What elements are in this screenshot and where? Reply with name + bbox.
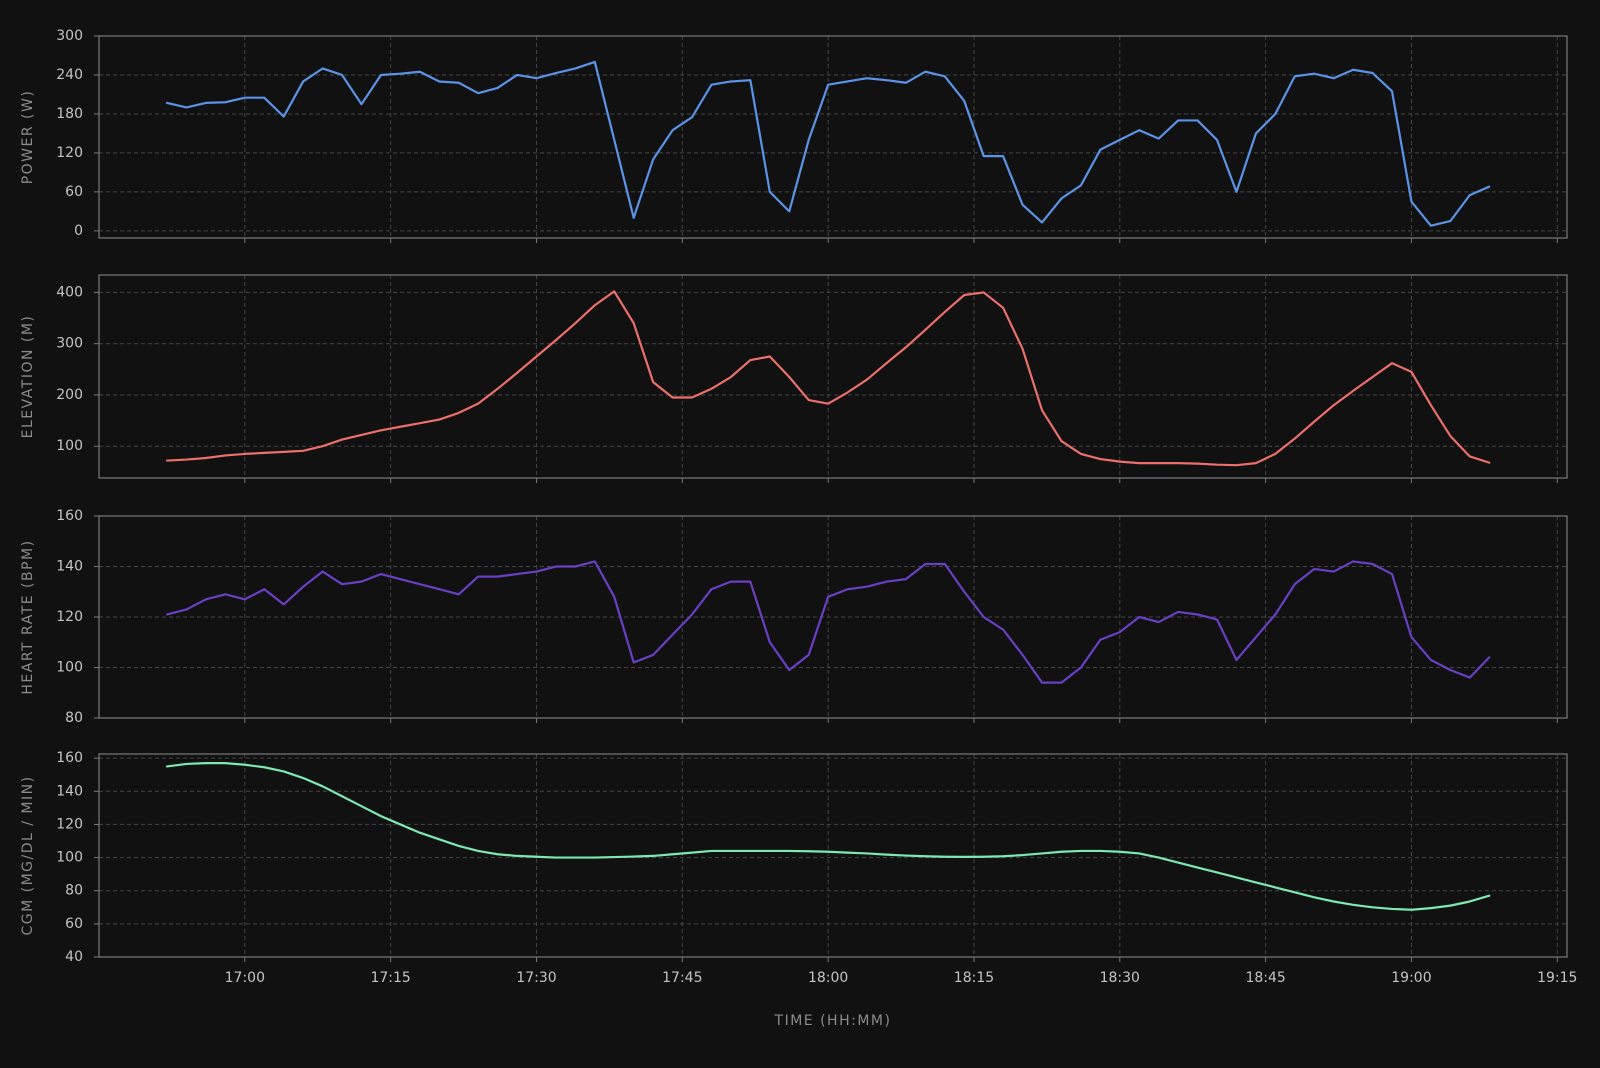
y-tick-label: 60 — [65, 916, 83, 932]
x-tick-label: 18:15 — [954, 970, 994, 986]
y-axis-label: POWER (W) — [20, 90, 36, 185]
data-line — [165, 762, 1491, 911]
plot-frame — [98, 274, 1568, 479]
x-tick-label: 17:30 — [516, 970, 556, 986]
x-tick-label: 18:00 — [808, 970, 848, 986]
x-tick-label: 17:00 — [225, 970, 265, 986]
y-tick-label: 120 — [56, 609, 83, 625]
y-tick-label: 120 — [56, 816, 83, 832]
data-line — [165, 60, 1491, 227]
plot-frame — [98, 35, 1568, 239]
y-axis-label: HEART RATE (BPM) — [20, 539, 36, 694]
x-tick-label: 18:45 — [1245, 970, 1285, 986]
y-tick-label: 120 — [56, 145, 83, 161]
y-tick-label: 0 — [74, 223, 83, 239]
y-tick-label: 40 — [65, 949, 83, 965]
y-tick-label: 160 — [56, 750, 83, 766]
y-tick-label: 300 — [56, 28, 83, 44]
x-tick-label: 17:15 — [370, 970, 410, 986]
x-axis-label: TIME (HH:MM) — [774, 1013, 892, 1029]
y-tick-label: 140 — [56, 559, 83, 575]
y-tick-label: 80 — [65, 883, 83, 899]
x-tick-label: 19:00 — [1391, 970, 1431, 986]
plot-frame — [98, 515, 1568, 719]
y-tick-label: 240 — [56, 67, 83, 83]
y-tick-label: 200 — [56, 387, 83, 403]
y-tick-label: 100 — [56, 660, 83, 676]
y-tick-label: 60 — [65, 184, 83, 200]
data-line — [165, 290, 1491, 467]
y-axis-label: CGM (MG/DL / MIN) — [20, 775, 36, 935]
x-tick-label: 17:45 — [662, 970, 702, 986]
y-tick-label: 180 — [56, 106, 83, 122]
y-tick-label: 100 — [56, 850, 83, 866]
y-tick-label: 400 — [56, 284, 83, 300]
y-tick-label: 140 — [56, 783, 83, 799]
y-axis-label: ELEVATION (M) — [20, 315, 36, 439]
y-tick-label: 80 — [65, 710, 83, 726]
x-tick-label: 18:30 — [1100, 970, 1140, 986]
y-tick-label: 160 — [56, 508, 83, 524]
y-tick-label: 100 — [56, 438, 83, 454]
plot-frame — [98, 753, 1568, 958]
y-tick-label: 300 — [56, 336, 83, 352]
data-line — [165, 560, 1491, 684]
x-tick-label: 19:15 — [1537, 970, 1577, 986]
